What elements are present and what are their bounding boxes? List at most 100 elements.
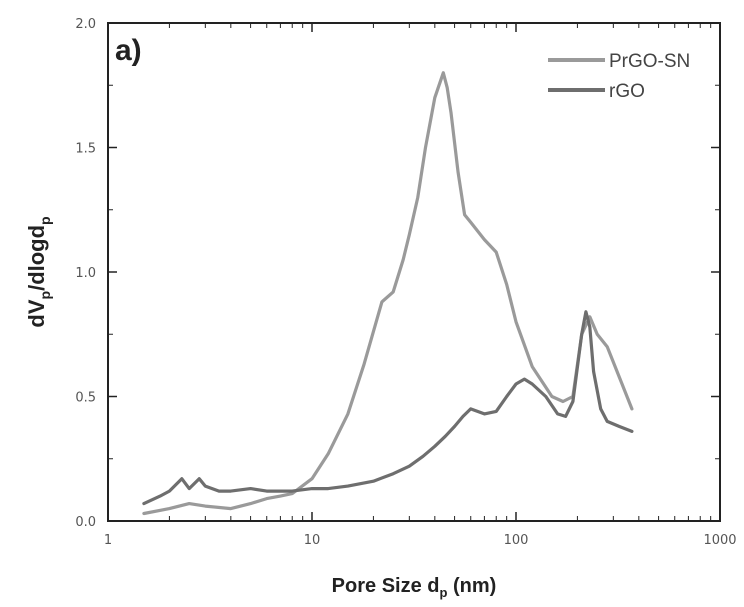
data-point-rgo xyxy=(523,377,526,381)
data-point-rgo xyxy=(198,477,201,480)
legend: PrGO-SN rGO xyxy=(548,51,690,102)
data-point-rgo xyxy=(346,484,350,488)
data-point-rgo xyxy=(514,382,518,386)
y-tick-label: 1.0 xyxy=(75,266,96,281)
data-point-rgo xyxy=(564,415,567,418)
data-point-prgo-sn xyxy=(408,233,411,236)
x-tick-label: 1 xyxy=(104,533,112,548)
data-point-prgo-sn xyxy=(433,96,436,99)
data-point-rgo xyxy=(249,487,252,490)
x-tick-labels: 1 10 100 1000 xyxy=(104,533,737,548)
data-point-rgo xyxy=(142,502,146,505)
data-point-rgo xyxy=(461,415,465,418)
data-point-rgo xyxy=(592,370,595,373)
data-point-prgo-sn xyxy=(442,71,445,75)
data-point-rgo xyxy=(453,425,456,428)
data-point-prgo-sn xyxy=(495,250,498,254)
data-point-prgo-sn xyxy=(188,502,191,505)
data-point-rgo xyxy=(279,489,282,493)
data-point-rgo xyxy=(531,382,534,386)
data-point-rgo xyxy=(180,477,183,480)
data-point-prgo-sn xyxy=(514,320,518,323)
data-point-rgo xyxy=(483,412,486,416)
data-point-rgo xyxy=(588,325,591,328)
data-point-prgo-sn xyxy=(596,333,599,336)
data-point-rgo xyxy=(204,484,207,488)
data-point-prgo-sn xyxy=(449,111,453,114)
data-point-prgo-sn xyxy=(463,213,466,216)
data-point-rgo xyxy=(310,487,314,490)
data-point-rgo xyxy=(421,455,425,458)
x-tick-label: 10 xyxy=(304,533,321,548)
data-point-rgo xyxy=(495,410,498,413)
data-point-rgo xyxy=(571,400,575,403)
data-point-prgo-sn xyxy=(204,504,207,508)
data-point-rgo xyxy=(392,472,395,475)
data-point-prgo-sn xyxy=(362,362,366,366)
data-point-rgo xyxy=(580,333,583,336)
data-point-rgo xyxy=(606,420,609,423)
x-tick-label: 1000 xyxy=(703,533,736,548)
data-point-rgo xyxy=(599,407,602,411)
x-axis-label: Pore Size dp (nm) xyxy=(332,575,497,600)
y-tick-label: 0.0 xyxy=(75,515,96,530)
data-point-rgo xyxy=(469,407,472,411)
data-point-prgo-sn xyxy=(424,146,427,149)
data-point-rgo xyxy=(408,465,411,468)
y-tick-label: 2.0 xyxy=(75,17,96,32)
data-point-rgo xyxy=(265,489,268,493)
data-point-rgo xyxy=(372,480,375,483)
data-point-prgo-sn xyxy=(168,507,171,510)
data-point-prgo-sn xyxy=(617,375,621,378)
series-lines xyxy=(142,71,634,516)
data-point-prgo-sn xyxy=(291,492,294,495)
data-point-prgo-sn xyxy=(531,365,534,368)
data-point-prgo-sn xyxy=(588,315,591,318)
data-point-prgo-sn xyxy=(483,238,486,241)
y-axis-label: dVp/dlogdp xyxy=(24,216,53,327)
data-point-rgo xyxy=(433,445,436,448)
data-point-rgo xyxy=(544,395,547,398)
data-point-rgo xyxy=(617,425,621,428)
data-point-prgo-sn xyxy=(550,395,554,398)
data-point-prgo-sn xyxy=(416,196,419,199)
data-point-prgo-sn xyxy=(327,452,330,455)
data-point-prgo-sn xyxy=(456,171,460,174)
legend-label-rgo: rGO xyxy=(609,81,645,102)
data-point-prgo-sn xyxy=(446,86,449,89)
y-tick-label: 0.5 xyxy=(75,391,96,406)
y-tick-label: 1.5 xyxy=(75,142,96,157)
series-line-rgo xyxy=(142,310,634,506)
data-point-prgo-sn xyxy=(402,258,405,261)
data-point-prgo-sn xyxy=(469,221,472,224)
data-point-rgo xyxy=(556,412,559,416)
data-point-prgo-sn xyxy=(606,345,609,348)
data-point-prgo-sn xyxy=(229,507,232,510)
data-point-prgo-sn xyxy=(265,497,268,500)
data-point-rgo xyxy=(158,494,162,498)
data-point-rgo xyxy=(584,310,588,313)
data-point-rgo xyxy=(630,430,634,433)
series-line-prgo-sn xyxy=(142,71,634,516)
data-point-prgo-sn xyxy=(392,290,395,294)
data-point-rgo xyxy=(217,489,221,493)
panel-label: a) xyxy=(115,34,142,67)
data-point-prgo-sn xyxy=(310,477,314,480)
data-point-rgo xyxy=(188,487,191,490)
legend-label-prgo-sn: PrGO-SN xyxy=(609,51,690,72)
data-point-prgo-sn xyxy=(380,300,384,304)
data-point-prgo-sn xyxy=(249,502,252,505)
data-point-prgo-sn xyxy=(630,407,634,411)
data-point-prgo-sn xyxy=(505,283,508,286)
data-point-prgo-sn xyxy=(346,412,350,416)
axis-ticks xyxy=(107,22,721,522)
data-point-prgo-sn xyxy=(561,400,565,403)
data-point-rgo xyxy=(327,487,330,490)
y-tick-labels: 0.0 0.5 1.0 1.5 2.0 xyxy=(75,17,96,530)
data-point-rgo xyxy=(229,489,232,493)
data-point-prgo-sn xyxy=(142,512,146,515)
data-point-rgo xyxy=(444,435,447,438)
data-point-rgo xyxy=(168,489,171,493)
data-point-prgo-sn xyxy=(279,494,282,498)
